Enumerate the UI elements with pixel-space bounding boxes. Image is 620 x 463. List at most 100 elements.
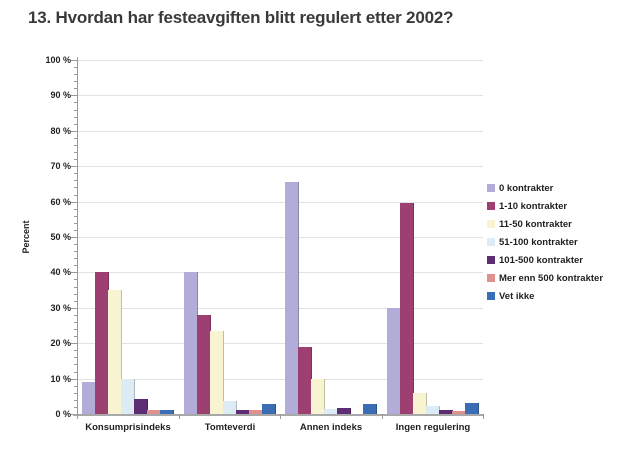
gridline xyxy=(77,95,483,97)
y-minor-tick xyxy=(74,399,77,401)
legend-entry: 101-500 kontrakter xyxy=(487,254,603,266)
legend-entry: 51-100 kontrakter xyxy=(487,236,603,248)
y-minor-tick xyxy=(74,180,77,182)
gridline xyxy=(77,237,483,238)
y-minor-tick xyxy=(74,364,77,366)
y-minor-tick xyxy=(74,244,77,246)
legend-swatch-icon xyxy=(487,202,495,210)
y-minor-tick xyxy=(74,406,77,408)
y-minor-tick xyxy=(74,81,77,83)
bar-0-kontrakter xyxy=(285,182,299,414)
y-minor-tick xyxy=(74,329,77,331)
bar-51-100-kontrakter xyxy=(426,406,440,414)
y-tick-label: 10 % xyxy=(50,373,71,384)
y-tick-label: 30 % xyxy=(50,302,71,313)
y-minor-tick xyxy=(74,67,77,69)
y-minor-tick xyxy=(74,265,77,267)
y-minor-tick xyxy=(74,336,77,338)
y-minor-tick xyxy=(74,102,77,104)
y-minor-tick xyxy=(74,392,77,394)
gridline xyxy=(77,201,483,203)
bar-11-50-kontrakter xyxy=(311,379,325,414)
y-minor-tick xyxy=(74,173,77,175)
legend-swatch-icon xyxy=(487,238,495,246)
bar-0-kontrakter xyxy=(82,382,96,414)
y-major-tick xyxy=(71,60,77,61)
y-minor-tick xyxy=(74,279,77,281)
category-label: Konsumprisindeks xyxy=(85,422,171,433)
legend-label: Mer enn 500 kontrakter xyxy=(499,272,604,284)
y-tick-label: 80 % xyxy=(50,125,71,136)
bar-vet-ikke xyxy=(465,403,479,414)
y-minor-tick xyxy=(74,215,77,217)
legend-swatch-icon xyxy=(487,292,495,300)
y-major-tick xyxy=(71,201,77,203)
y-minor-tick xyxy=(74,293,77,295)
bar-11-50-kontrakter xyxy=(210,331,224,414)
y-axis-line xyxy=(77,57,78,414)
y-minor-tick xyxy=(74,109,77,111)
gridline xyxy=(77,60,483,61)
bar-1-10-kontrakter xyxy=(95,272,109,414)
gridline xyxy=(77,343,483,345)
bar-0-kontrakter xyxy=(184,272,198,414)
legend-label: 1-10 kontrakter xyxy=(499,200,568,212)
legend-entry: 11-50 kontrakter xyxy=(487,218,603,230)
y-tick-label: 0 % xyxy=(55,409,71,419)
y-minor-tick xyxy=(74,74,77,76)
bar-vet-ikke xyxy=(160,410,174,414)
legend-label: 11-50 kontrakter xyxy=(499,218,572,230)
gridline xyxy=(77,378,483,380)
y-minor-tick xyxy=(74,357,77,359)
gridline xyxy=(77,307,483,309)
y-minor-tick xyxy=(74,116,77,118)
bar-11-50-kontrakter xyxy=(413,393,427,414)
x-boundary-tick xyxy=(280,414,281,419)
category-label: Annen indeks xyxy=(299,422,363,433)
x-boundary-tick xyxy=(179,414,180,419)
legend-label: 0 kontrakter xyxy=(499,182,554,194)
gridline xyxy=(77,166,483,168)
gridline xyxy=(77,130,483,132)
y-tick-label: 100 % xyxy=(45,55,71,65)
legend-swatch-icon xyxy=(487,274,495,282)
y-major-tick xyxy=(71,307,77,309)
y-tick-label: 40 % xyxy=(50,267,71,278)
legend-label: 101-500 kontrakter xyxy=(499,254,583,266)
legend-entry: 1-10 kontrakter xyxy=(487,200,603,212)
y-minor-tick xyxy=(74,286,77,288)
y-minor-tick xyxy=(74,123,77,125)
bar-51-100-kontrakter xyxy=(223,401,237,414)
y-minor-tick xyxy=(74,350,77,352)
legend-swatch-icon xyxy=(487,256,495,264)
legend-label: 51-100 kontrakter xyxy=(499,236,578,248)
y-major-tick xyxy=(71,130,77,132)
bar-1-10-kontrakter xyxy=(298,347,312,414)
y-major-tick xyxy=(71,378,77,380)
legend-label: Vet ikke xyxy=(499,290,535,302)
legend-entry: Mer enn 500 kontrakter xyxy=(487,272,603,284)
x-boundary-tick xyxy=(382,414,383,419)
legend-swatch-icon xyxy=(487,220,495,228)
bar-1-10-kontrakter xyxy=(400,203,414,414)
y-tick-label: 20 % xyxy=(50,338,71,349)
legend-entry: Vet ikke xyxy=(487,290,603,302)
legend-entry: 0 kontrakter xyxy=(487,182,603,194)
bar-101-500-kontrakter xyxy=(134,399,148,414)
y-major-tick xyxy=(71,272,77,274)
y-minor-tick xyxy=(74,371,77,373)
y-minor-tick xyxy=(74,321,77,323)
y-tick-label: 70 % xyxy=(50,161,71,172)
page-title: 13. Hvordan har festeavgiften blitt regu… xyxy=(28,8,454,27)
y-minor-tick xyxy=(74,251,77,253)
bar-0-kontrakter xyxy=(387,308,401,414)
bar-vet-ikke xyxy=(363,404,377,414)
y-minor-tick xyxy=(74,137,77,139)
y-minor-tick xyxy=(74,385,77,387)
bar-vet-ikke xyxy=(262,404,276,414)
y-axis-title: Percent xyxy=(21,220,31,254)
y-minor-tick xyxy=(74,194,77,196)
y-minor-tick xyxy=(74,314,77,316)
y-minor-tick xyxy=(74,208,77,210)
